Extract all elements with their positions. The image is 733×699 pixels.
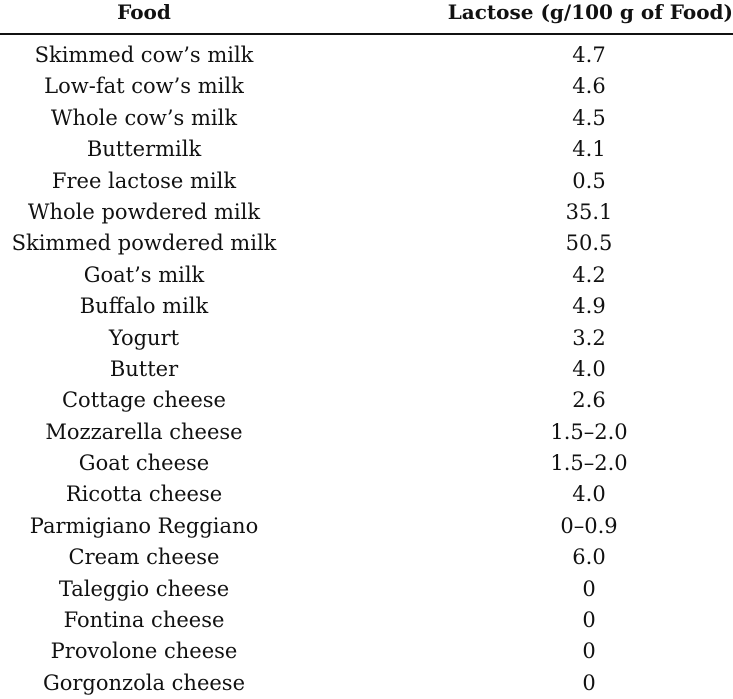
table-row: Mozzarella cheese 1.5–2.0	[0, 417, 733, 448]
lactose-cell: 0	[582, 576, 596, 601]
food-cell: Gorgonzola cheese	[42, 670, 246, 695]
lactose-cell: 35.1	[565, 199, 613, 224]
table-header: Food Lactose (g/100 g of Food)	[0, 0, 733, 35]
lactose-cell: 4.7	[572, 43, 606, 67]
table-row: Whole powdered milk 35.1	[0, 197, 733, 228]
food-cell: Yogurt	[108, 325, 180, 350]
food-cell: Whole powdered milk	[27, 199, 261, 224]
table-row: Low-fat cow’s milk 4.6	[0, 71, 733, 102]
table-row: Ricotta cheese 4.0	[0, 479, 733, 510]
food-cell: Ricotta cheese	[65, 482, 223, 507]
food-cell: Provolone cheese	[50, 639, 238, 664]
lactose-cell: 6.0	[572, 545, 606, 570]
lactose-cell: 4.0	[572, 356, 606, 381]
table-row: Goat’s milk 4.2	[0, 260, 733, 291]
table-row: Whole cow’s milk 4.5	[0, 103, 733, 134]
table-row: Gorgonzola cheese 0	[0, 668, 733, 699]
food-cell: Fontina cheese	[63, 608, 225, 633]
food-cell: Taleggio cheese	[58, 576, 230, 601]
food-cell: Cottage cheese	[61, 388, 226, 413]
table-row: Buttermilk 4.1	[0, 134, 733, 165]
table-row: Cream cheese 6.0	[0, 542, 733, 573]
table-row: Goat cheese 1.5–2.0	[0, 448, 733, 479]
lactose-cell: 2.6	[572, 388, 606, 413]
table-row: Yogurt 3.2	[0, 323, 733, 354]
lactose-cell: 3.2	[572, 325, 606, 350]
table-row: Free lactose milk 0.5	[0, 166, 733, 197]
food-cell: Mozzarella cheese	[45, 419, 243, 444]
lactose-cell: 4.9	[572, 294, 606, 319]
food-cell: Skimmed powdered milk	[11, 231, 277, 256]
food-cell: Buffalo milk	[79, 294, 209, 319]
table-row: Skimmed cow’s milk 4.7	[0, 40, 733, 71]
lactose-cell: 0	[582, 608, 596, 633]
table-row: Butter 4.0	[0, 354, 733, 385]
lactose-cell: 1.5–2.0	[550, 451, 628, 476]
food-cell: Skimmed cow’s milk	[34, 43, 254, 67]
lactose-cell: 50.5	[565, 231, 613, 256]
lactose-cell: 4.6	[572, 74, 606, 99]
lactose-cell: 0	[582, 639, 596, 664]
lactose-cell: 0–0.9	[560, 513, 618, 538]
table-row: Parmigiano Reggiano 0–0.9	[0, 511, 733, 542]
lactose-cell: 0.5	[572, 168, 606, 193]
lactose-cell: 4.1	[572, 137, 606, 162]
food-cell: Whole cow’s milk	[50, 105, 238, 130]
lactose-cell: 0	[582, 670, 596, 695]
food-cell: Cream cheese	[68, 545, 220, 570]
column-header-food: Food	[117, 0, 171, 24]
column-header-lactose: Lactose (g/100 g of Food)	[447, 0, 733, 24]
lactose-cell: 4.5	[572, 105, 606, 130]
food-cell: Parmigiano Reggiano	[29, 513, 259, 538]
table-row: Cottage cheese 2.6	[0, 385, 733, 416]
lactose-cell: 1.5–2.0	[550, 419, 628, 444]
food-cell: Goat’s milk	[83, 262, 205, 287]
table-row: Fontina cheese 0	[0, 605, 733, 636]
table-row: Skimmed powdered milk 50.5	[0, 228, 733, 259]
food-cell: Butter	[109, 356, 179, 381]
food-cell: Buttermilk	[86, 137, 202, 162]
food-cell: Low-fat cow’s milk	[44, 74, 244, 99]
lactose-cell: 4.2	[572, 262, 606, 287]
table-row: Taleggio cheese 0	[0, 574, 733, 605]
table-row: Provolone cheese 0	[0, 636, 733, 667]
food-cell: Free lactose milk	[51, 168, 237, 193]
lactose-cell: 4.0	[572, 482, 606, 507]
food-cell: Goat cheese	[78, 451, 210, 476]
table-row: Buffalo milk 4.9	[0, 291, 733, 322]
table-body: Skimmed cow’s milk 4.7 Low-fat cow’s milk 4…	[0, 40, 733, 699]
